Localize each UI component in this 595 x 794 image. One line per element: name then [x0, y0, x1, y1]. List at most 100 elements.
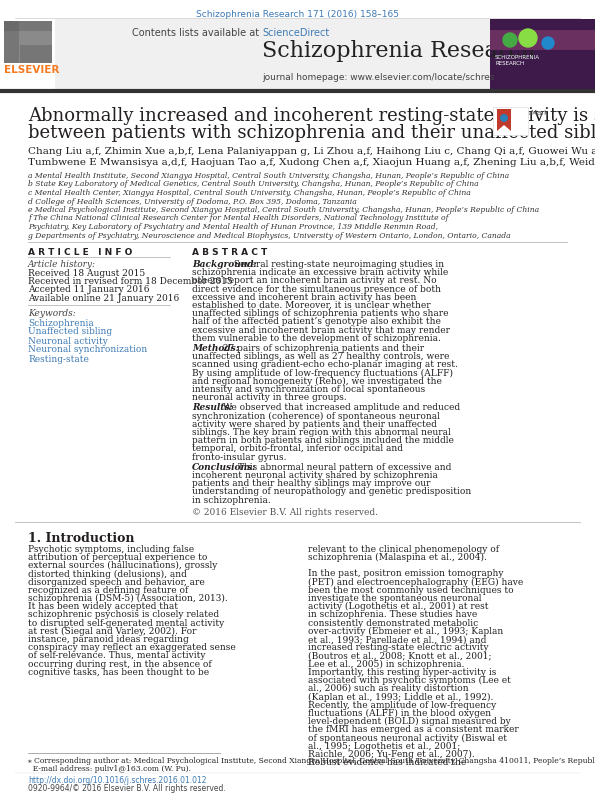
Text: in schizophrenia. These studies have: in schizophrenia. These studies have	[308, 611, 477, 619]
Text: 27 pairs of schizophrenia patients and their: 27 pairs of schizophrenia patients and t…	[220, 344, 424, 353]
Bar	[493, 107, 528, 135]
Circle shape	[542, 37, 554, 49]
Text: scanned using gradient-echo echo-planar imaging at rest.: scanned using gradient-echo echo-planar …	[192, 360, 458, 369]
Text: Robust evidence has indicated the: Robust evidence has indicated the	[308, 758, 466, 767]
Text: between patients with schizophrenia and their unaffected siblings: between patients with schizophrenia and …	[28, 124, 595, 142]
Text: A R T I C L E   I N F O: A R T I C L E I N F O	[28, 248, 132, 257]
Text: direct evidence for the simultaneous presence of both: direct evidence for the simultaneous pre…	[192, 284, 441, 294]
Text: al., 1995; Logothetis et al., 2001;: al., 1995; Logothetis et al., 2001;	[308, 742, 461, 750]
Text: A B S T R A C T: A B S T R A C T	[192, 248, 267, 257]
Text: schizophrenia (Malaspina et al., 2004).: schizophrenia (Malaspina et al., 2004).	[308, 553, 487, 562]
Text: In the past, positron emission tomography: In the past, positron emission tomograph…	[308, 569, 503, 578]
Text: of spontaneous neuronal activity (Biswal et: of spontaneous neuronal activity (Biswal…	[308, 734, 507, 742]
Text: level-dependent (BOLD) signal measured by: level-dependent (BOLD) signal measured b…	[308, 717, 511, 727]
Text: Schizophrenia Research: Schizophrenia Research	[262, 40, 535, 62]
Circle shape	[500, 114, 508, 122]
Text: Raichle, 2006; Yu-Feng et al., 2007).: Raichle, 2006; Yu-Feng et al., 2007).	[308, 750, 475, 759]
Text: Received 18 August 2015: Received 18 August 2015	[28, 268, 145, 277]
Text: This abnormal neural pattern of excessive and: This abnormal neural pattern of excessiv…	[234, 463, 451, 472]
Text: ⁎ Corresponding author at: Medical Psychological Institute, Second Xiangya Hospi: ⁎ Corresponding author at: Medical Psych…	[28, 757, 595, 765]
Text: al., 2006) such as reality distortion: al., 2006) such as reality distortion	[308, 684, 469, 693]
Text: Chang Liu a,f, Zhimin Xue a,b,f, Lena Palaniyappan g, Li Zhou a,f, Haihong Liu c: Chang Liu a,f, Zhimin Xue a,b,f, Lena Pa…	[28, 147, 595, 156]
Text: consistently demonstrated metabolic: consistently demonstrated metabolic	[308, 619, 478, 627]
FancyBboxPatch shape	[497, 109, 511, 131]
Text: Conclusions:: Conclusions:	[192, 463, 256, 472]
Text: et al., 1993; Parellade et al., 1994) and: et al., 1993; Parellade et al., 1994) an…	[308, 635, 486, 644]
Text: Recently, the amplitude of low-frequency: Recently, the amplitude of low-frequency	[308, 700, 496, 710]
Text: http://dx.doi.org/10.1016/j.schres.2016.01.012: http://dx.doi.org/10.1016/j.schres.2016.…	[28, 776, 206, 785]
Text: It has been widely accepted that: It has been widely accepted that	[28, 602, 178, 611]
Text: of self-relevance. Thus, mental activity: of self-relevance. Thus, mental activity	[28, 651, 205, 661]
Text: them vulnerable to the development of schizophrenia.: them vulnerable to the development of sc…	[192, 333, 441, 343]
Text: excessive and incoherent brain activity has been: excessive and incoherent brain activity …	[192, 293, 416, 302]
Text: RESEARCH: RESEARCH	[495, 61, 524, 66]
Text: Keywords:: Keywords:	[28, 310, 76, 318]
Text: (Kaplan et al., 1993; Liddle et al., 1992).: (Kaplan et al., 1993; Liddle et al., 199…	[308, 692, 493, 702]
Text: occurring during rest, in the absence of: occurring during rest, in the absence of	[28, 660, 212, 669]
Text: siblings. The key brain region with this abnormal neural: siblings. The key brain region with this…	[192, 428, 451, 437]
Text: conspiracy may reflect an exaggerated sense: conspiracy may reflect an exaggerated se…	[28, 643, 236, 652]
Circle shape	[503, 33, 517, 47]
Text: Background:: Background:	[192, 260, 257, 269]
Text: attribution of perceptual experience to: attribution of perceptual experience to	[28, 553, 208, 562]
Text: excessive and incoherent brain activity that may render: excessive and incoherent brain activity …	[192, 326, 450, 334]
Text: Psychotic symptoms, including false: Psychotic symptoms, including false	[28, 545, 194, 553]
Text: Unaffected sibling: Unaffected sibling	[28, 327, 112, 337]
Text: Tumbwene E Mwansisya a,d,f, Haojuan Tao a,f, Xudong Chen a,f, Xiaojun Huang a,f,: Tumbwene E Mwansisya a,d,f, Haojuan Tao …	[28, 158, 595, 167]
Text: Article history:: Article history:	[28, 260, 96, 269]
Text: b State Key Laboratory of Medical Genetics, Central South University, Changsha, : b State Key Laboratory of Medical Geneti…	[28, 180, 478, 188]
Text: recognized as a defining feature of: recognized as a defining feature of	[28, 586, 188, 595]
Text: at rest (Siegal and Varley, 2002). For: at rest (Siegal and Varley, 2002). For	[28, 626, 196, 636]
Bar	[4, 21, 19, 63]
Text: e Medical Psychological Institute, Second Xiangya Hospital, Central South Univer: e Medical Psychological Institute, Secon…	[28, 206, 539, 214]
Text: neuronal activity in three groups.: neuronal activity in three groups.	[192, 393, 347, 403]
Text: temporal, orbito-frontal, inferior occipital and: temporal, orbito-frontal, inferior occip…	[192, 445, 403, 453]
Polygon shape	[497, 125, 511, 131]
Text: Schizophrenia Research 171 (2016) 158–165: Schizophrenia Research 171 (2016) 158–16…	[196, 10, 399, 19]
Text: activity (Logothetis et al., 2001) at rest: activity (Logothetis et al., 2001) at re…	[308, 602, 488, 611]
Text: cognitive tasks, has been thought to be: cognitive tasks, has been thought to be	[28, 668, 209, 676]
Text: (PET) and electroencephalography (EEG) have: (PET) and electroencephalography (EEG) h…	[308, 577, 523, 587]
Text: to disrupted self-generated mental activity: to disrupted self-generated mental activ…	[28, 619, 224, 627]
Text: the fMRI has emerged as a consistent marker: the fMRI has emerged as a consistent mar…	[308, 725, 519, 734]
Text: journal homepage: www.elsevier.com/locate/schres: journal homepage: www.elsevier.com/locat…	[262, 73, 494, 82]
Text: We observed that increased amplitude and reduced: We observed that increased amplitude and…	[220, 403, 461, 412]
Text: f The China National Clinical Research Center for Mental Health Disorders, Natio: f The China National Clinical Research C…	[28, 214, 449, 222]
Text: pattern in both patients and siblings included the middle: pattern in both patients and siblings in…	[192, 436, 454, 445]
Text: (Boutros et al., 2008; Knott et al., 2001;: (Boutros et al., 2008; Knott et al., 200…	[308, 651, 491, 661]
Text: Contents lists available at: Contents lists available at	[131, 28, 262, 38]
Text: associated with psychotic symptoms (Lee et: associated with psychotic symptoms (Lee …	[308, 676, 511, 685]
Text: patients and their healthy siblings may improve our: patients and their healthy siblings may …	[192, 480, 431, 488]
Text: in schizophrenia.: in schizophrenia.	[192, 495, 271, 505]
Text: intensity and synchronization of local spontaneous: intensity and synchronization of local s…	[192, 385, 425, 394]
Bar	[55, 19, 490, 91]
Bar	[490, 19, 595, 91]
Text: Accepted 11 January 2016: Accepted 11 January 2016	[28, 286, 149, 295]
Text: incoherent neuronal activity shared by schizophrenia: incoherent neuronal activity shared by s…	[192, 471, 438, 480]
Text: Lee et al., 2005) in schizophrenia.: Lee et al., 2005) in schizophrenia.	[308, 660, 465, 669]
Text: a Mental Health Institute, Second Xiangya Hospital, Central South University, Ch: a Mental Health Institute, Second Xiangy…	[28, 172, 509, 180]
Text: schizophrenia indicate an excessive brain activity while: schizophrenia indicate an excessive brai…	[192, 268, 448, 277]
Text: Several resting-state neuroimaging studies in: Several resting-state neuroimaging studi…	[231, 260, 444, 269]
Text: g Departments of Psychiatry, Neuroscience and Medical Biophysics, University of : g Departments of Psychiatry, Neuroscienc…	[28, 232, 511, 240]
Text: activity were shared by patients and their unaffected: activity were shared by patients and the…	[192, 420, 437, 429]
Text: E-mail address: puliv1@163.com (W. Pu).: E-mail address: puliv1@163.com (W. Pu).	[28, 765, 191, 773]
Text: synchronization (coherence) of spontaneous neuronal: synchronization (coherence) of spontaneo…	[192, 411, 440, 421]
Text: distorted thinking (delusions), and: distorted thinking (delusions), and	[28, 569, 187, 579]
Bar	[0, 19, 55, 91]
Text: understanding of neuropathology and genetic predisposition: understanding of neuropathology and gene…	[192, 488, 471, 496]
Text: Schizophrenia: Schizophrenia	[28, 318, 94, 327]
Text: others report an incoherent brain activity at rest. No: others report an incoherent brain activi…	[192, 276, 437, 285]
Text: unaffected siblings of schizophrenia patients who share: unaffected siblings of schizophrenia pat…	[192, 309, 449, 318]
Text: disorganized speech and behavior, are: disorganized speech and behavior, are	[28, 577, 205, 587]
Text: Neuronal synchronization: Neuronal synchronization	[28, 345, 147, 354]
Text: over-activity (Ebmeier et al., 1993; Kaplan: over-activity (Ebmeier et al., 1993; Kap…	[308, 626, 503, 636]
Text: Available online 21 January 2016: Available online 21 January 2016	[28, 294, 179, 303]
Text: schizophrenia (DSM-5) (Association, 2013).: schizophrenia (DSM-5) (Association, 2013…	[28, 594, 228, 603]
Bar	[4, 21, 52, 31]
Text: been the most commonly used techniques to: been the most commonly used techniques t…	[308, 586, 513, 595]
Text: Results:: Results:	[192, 403, 233, 412]
Text: © 2016 Elsevier B.V. All rights reserved.: © 2016 Elsevier B.V. All rights reserved…	[192, 508, 378, 517]
Text: Abnormally increased and incoherent resting-state activity is shared: Abnormally increased and incoherent rest…	[28, 107, 595, 125]
Text: relevant to the clinical phenomenology of: relevant to the clinical phenomenology o…	[308, 545, 499, 553]
